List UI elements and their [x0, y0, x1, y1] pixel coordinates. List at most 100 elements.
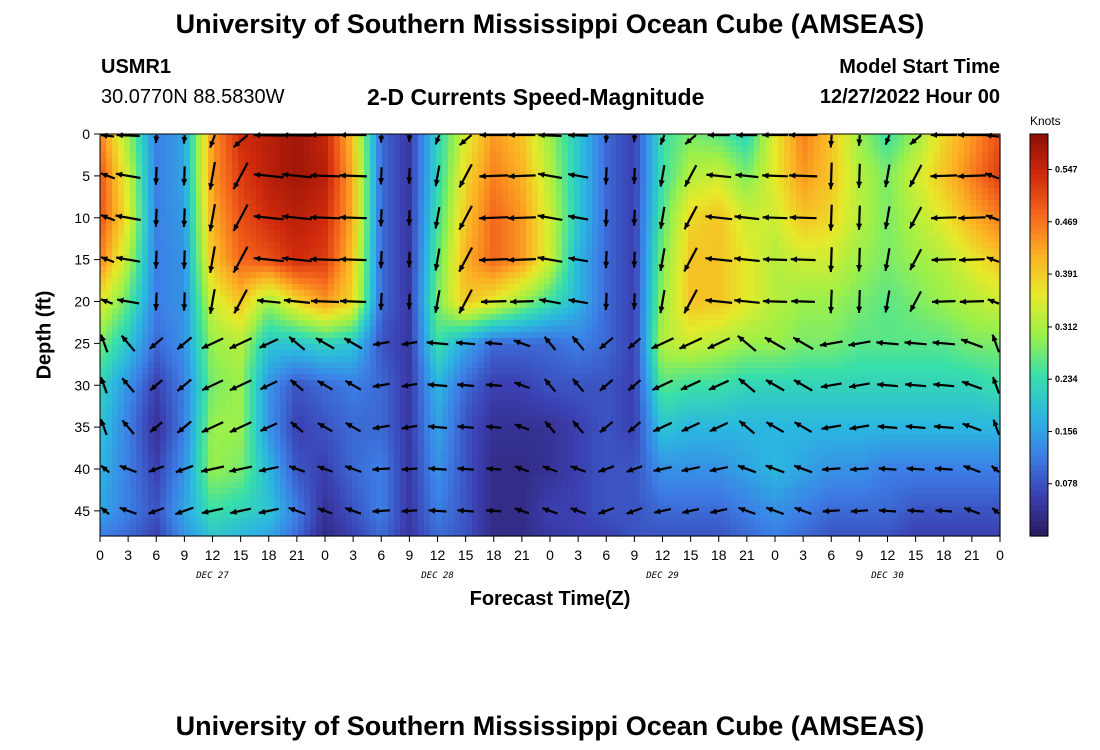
heatmap-cell — [190, 152, 197, 159]
heatmap-cell — [316, 152, 323, 159]
heatmap-cell — [262, 284, 269, 291]
heatmap-cell — [400, 212, 407, 219]
heatmap-cell — [904, 230, 911, 237]
heatmap-cell — [466, 266, 473, 273]
heatmap-cell — [598, 182, 605, 189]
heatmap-cell — [940, 314, 947, 321]
heatmap-cell — [712, 230, 719, 237]
heatmap-cell — [280, 224, 287, 231]
heatmap-cell — [586, 176, 593, 183]
heatmap-cell — [796, 254, 803, 261]
heatmap-cell — [688, 188, 695, 195]
heatmap-cell — [238, 278, 245, 285]
heatmap-cell — [640, 266, 647, 273]
heatmap-cell — [880, 254, 887, 261]
heatmap-cell — [292, 332, 299, 339]
heatmap-cell — [268, 314, 275, 321]
heatmap-cell — [940, 272, 947, 279]
heatmap-cell — [106, 302, 113, 309]
heatmap-cell — [970, 326, 977, 333]
heatmap-cell — [988, 224, 995, 231]
heatmap-cell — [484, 302, 491, 309]
heatmap-cell — [310, 218, 317, 225]
heatmap-cell — [934, 170, 941, 177]
heatmap-cell — [316, 278, 323, 285]
heatmap-cell — [886, 242, 893, 249]
heatmap-cell — [760, 218, 767, 225]
heatmap-cell — [172, 206, 179, 213]
heatmap-cell — [184, 158, 191, 165]
heatmap-cell — [460, 308, 467, 315]
heatmap-cell — [898, 176, 905, 183]
heatmap-cell — [808, 302, 815, 309]
heatmap-cell — [538, 188, 545, 195]
heatmap-cell — [970, 170, 977, 177]
heatmap-cell — [592, 176, 599, 183]
heatmap-cell — [958, 254, 965, 261]
heatmap-cell — [406, 146, 413, 153]
heatmap-cell — [304, 284, 311, 291]
heatmap-cell — [532, 254, 539, 261]
heatmap-cell — [946, 206, 953, 213]
heatmap-cell — [628, 200, 635, 207]
heatmap-cell — [430, 194, 437, 201]
heatmap-cell — [406, 278, 413, 285]
heatmap-cell — [268, 296, 275, 303]
heatmap-cell — [148, 302, 155, 309]
heatmap-cell — [676, 188, 683, 195]
heatmap-cell — [112, 140, 119, 147]
heatmap-cell — [346, 278, 353, 285]
heatmap-cell — [754, 308, 761, 315]
heatmap-cell — [718, 314, 725, 321]
heatmap-cell — [256, 308, 263, 315]
heatmap-cell — [202, 230, 209, 237]
heatmap-cell — [346, 188, 353, 195]
heatmap-cell — [886, 302, 893, 309]
heatmap-cell — [382, 224, 389, 231]
heatmap-cell — [340, 302, 347, 309]
heatmap-cell — [376, 248, 383, 255]
heatmap-cell — [748, 272, 755, 279]
heatmap-cell — [982, 182, 989, 189]
heatmap-cell — [604, 266, 611, 273]
heatmap-cell — [910, 320, 917, 327]
heatmap-cell — [436, 278, 443, 285]
heatmap-cell — [760, 260, 767, 267]
heatmap-cell — [838, 152, 845, 159]
heatmap-cell — [646, 218, 653, 225]
heatmap-cell — [574, 314, 581, 321]
heatmap-cell — [928, 176, 935, 183]
heatmap-cell — [766, 146, 773, 153]
heatmap-cell — [490, 212, 497, 219]
heatmap-cell — [808, 170, 815, 177]
heatmap-cell — [838, 308, 845, 315]
heatmap-cell — [940, 230, 947, 237]
heatmap-cell — [514, 320, 521, 327]
heatmap-cell — [466, 296, 473, 303]
heatmap-cell — [640, 314, 647, 321]
heatmap-cell — [736, 326, 743, 333]
heatmap-cell — [292, 290, 299, 297]
heatmap-cell — [676, 164, 683, 171]
heatmap-cell — [454, 266, 461, 273]
heatmap-cell — [382, 218, 389, 225]
heatmap-cell — [430, 272, 437, 279]
heatmap-cell — [160, 266, 167, 273]
heatmap-cell — [280, 266, 287, 273]
heatmap-cell — [862, 218, 869, 225]
heatmap-cell — [508, 134, 515, 141]
heatmap-cell — [376, 308, 383, 315]
heatmap-cell — [808, 272, 815, 279]
heatmap-cell — [466, 302, 473, 309]
heatmap-cell — [910, 308, 917, 315]
heatmap-cell — [556, 320, 563, 327]
heatmap-cell — [184, 272, 191, 279]
heatmap-cell — [754, 302, 761, 309]
heatmap-cell — [736, 260, 743, 267]
heatmap-cell — [976, 290, 983, 297]
heatmap-cell — [622, 326, 629, 333]
heatmap-cell — [220, 290, 227, 297]
heatmap-cell — [514, 164, 521, 171]
heatmap-cell — [628, 290, 635, 297]
heatmap-cell — [550, 218, 557, 225]
